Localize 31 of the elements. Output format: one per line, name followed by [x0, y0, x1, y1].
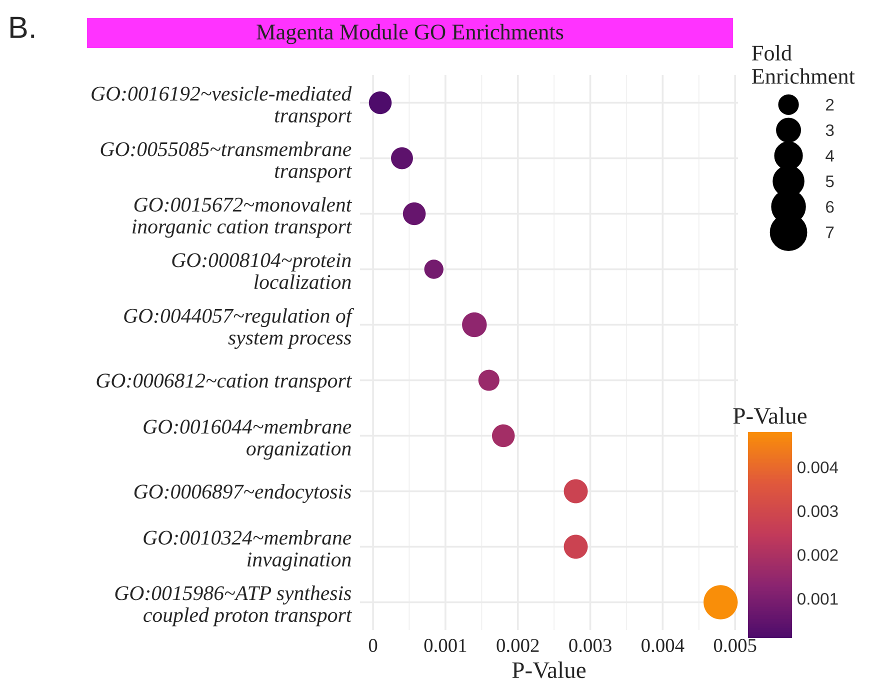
y-tick-label: GO:0015672~monovalent inorganic cation transport	[132, 197, 352, 238]
x-tick-label: 0.002	[496, 638, 539, 652]
y-tick-label: GO:0006812~cation transport	[96, 374, 352, 392]
y-tick-label: GO:0006897~endocytosis	[134, 484, 352, 503]
legend-label: 2	[826, 98, 834, 110]
y-tick-label: GO:0015986~ATP synthesis coupled proton transport	[115, 586, 352, 626]
x-tick-label: 0.004	[642, 638, 684, 652]
color-bar-label: 0.003	[798, 505, 838, 518]
y-tick-label: GO:0016044~membrane organization	[144, 419, 352, 460]
y-tick-label: GO:0044057~regulation of system process	[124, 308, 354, 349]
x-tick-label: 0.005	[714, 638, 756, 652]
legend-label: 6	[826, 200, 834, 213]
legend-label: 4	[826, 150, 834, 162]
x-tick-label: 0	[368, 638, 378, 652]
y-tick-label: GO:0010324~membrane invagination	[144, 530, 352, 571]
y-tick-label: GO:0016192~vesicle-mediated transport	[92, 86, 352, 127]
text: B.	[10, 16, 34, 38]
legend-label: 7	[826, 226, 834, 238]
color-bar-label: 0.002	[798, 549, 838, 561]
legend-label: 3	[826, 124, 834, 136]
color-bar-label: 0.001	[798, 592, 838, 605]
x-tick-label: 0.001	[424, 638, 466, 652]
x-tick-label: 0.003	[569, 638, 612, 652]
legend-title: Fold Enrichment	[752, 45, 855, 84]
y-tick-label: GO:0008104~protein localization	[172, 253, 351, 290]
color-bar-label: 0.004	[798, 461, 838, 474]
y-tick-label: GO:0055085~transmembrane transport	[100, 142, 352, 182]
legend-label: 5	[826, 176, 834, 188]
chart-title: Magenta Module GO Enrichments	[256, 24, 564, 44]
color-bar-title: P-Value	[733, 407, 807, 424]
x-axis-title: P-Value	[512, 662, 586, 678]
